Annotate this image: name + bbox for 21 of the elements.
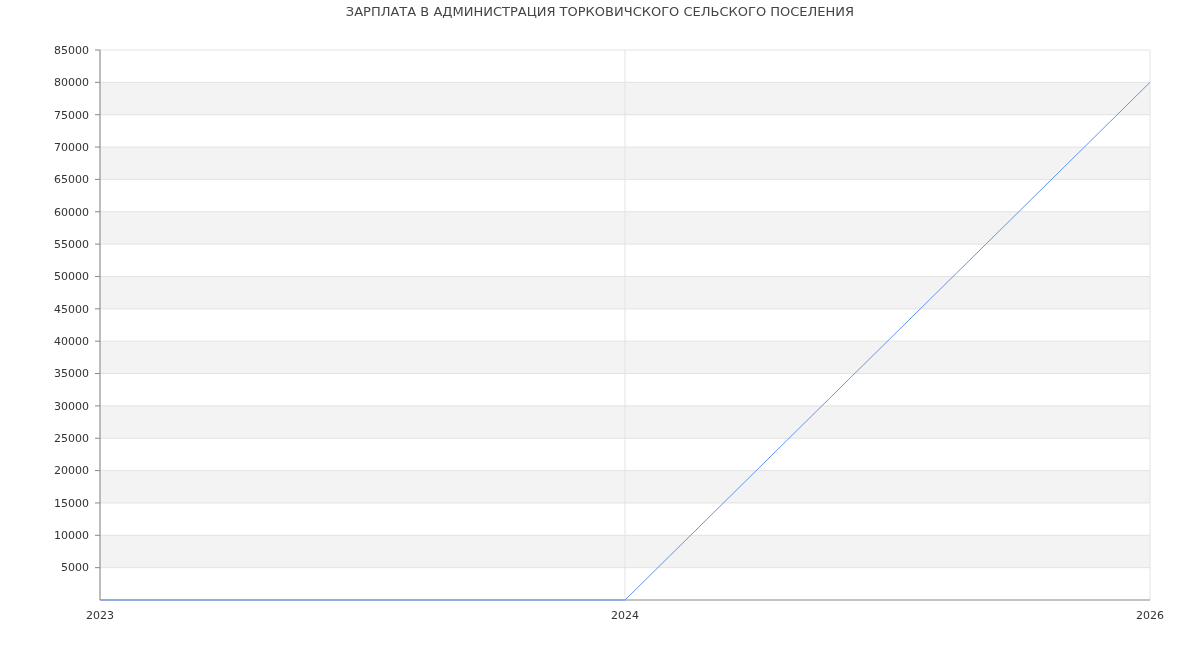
y-tick-label: 5000 [61,561,89,575]
y-tick-label: 65000 [54,173,89,187]
y-tick-label: 25000 [54,432,89,446]
y-tick-label: 50000 [54,270,89,284]
y-tick-label: 15000 [54,496,89,510]
y-tick-label: 60000 [54,205,89,219]
y-tick-label: 85000 [54,43,89,57]
y-tick-label: 35000 [54,367,89,381]
x-tick-label: 2026 [1136,609,1164,622]
x-tick-label: 2023 [86,609,114,622]
y-tick-label: 20000 [54,464,89,478]
chart-title: ЗАРПЛАТА В АДМИНИСТРАЦИЯ ТОРКОВИЧСКОГО СЕЛЬСКОГО ПОСЕЛЕНИЯ [345,4,855,19]
y-tick-label: 70000 [54,140,89,154]
y-tick-label: 45000 [54,302,89,316]
y-tick-label: 55000 [54,237,89,251]
y-tick-label: 80000 [54,76,89,90]
y-tick-label: 10000 [54,529,89,543]
y-tick-label: 30000 [54,399,89,413]
x-tick-label: 2024 [611,609,639,622]
y-tick-label: 40000 [54,335,89,349]
y-tick-label: 75000 [54,108,89,122]
